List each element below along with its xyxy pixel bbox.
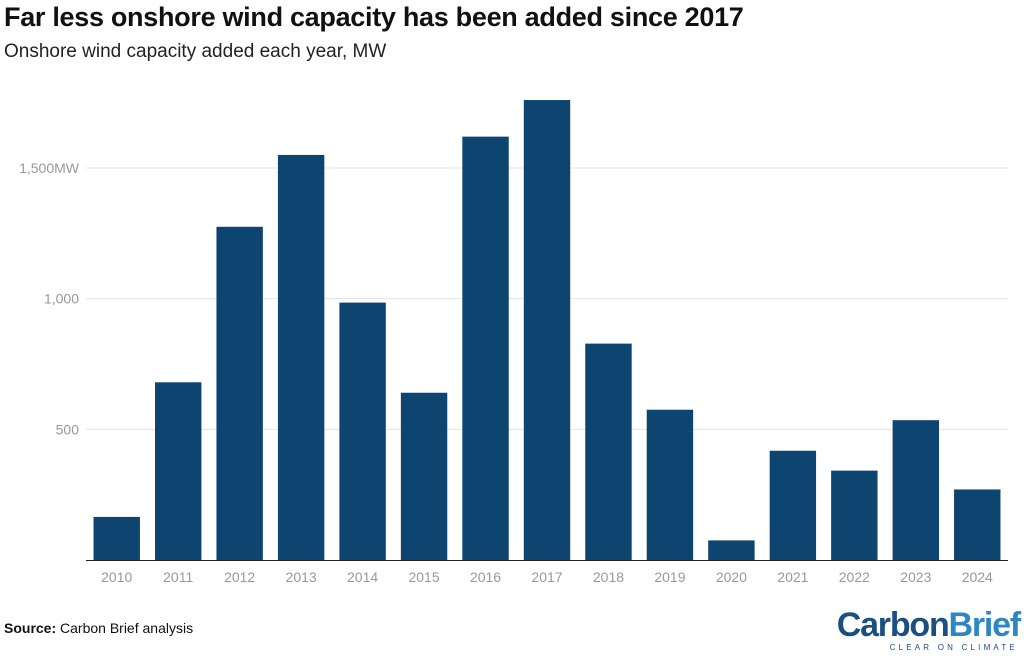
chart-title: Far less onshore wind capacity has been … <box>4 2 744 32</box>
source-note: Source: Carbon Brief analysis <box>4 620 193 636</box>
x-tick-label: 2014 <box>347 569 378 585</box>
bar-2015 <box>400 392 448 560</box>
bar-2021 <box>769 450 817 560</box>
y-tick-label: 1,000 <box>44 291 79 307</box>
x-tick-label: 2010 <box>101 569 132 585</box>
bar-2023 <box>892 420 940 560</box>
y-tick-label: 500 <box>56 421 80 437</box>
y-tick-label: 1,500MW <box>19 160 80 176</box>
bar-2019 <box>646 409 694 560</box>
x-tick-label: 2017 <box>531 569 562 585</box>
source-label: Source: <box>4 620 57 636</box>
logo-word-carbon: Carbon <box>836 606 950 644</box>
x-tick-label: 2015 <box>408 569 439 585</box>
x-tick-label: 2016 <box>470 569 501 585</box>
logo-word-brief: Brief <box>948 606 1022 644</box>
bar-2010 <box>93 516 140 560</box>
bar-2016 <box>462 136 509 560</box>
x-tick-label: 2023 <box>900 569 931 585</box>
carbon-brief-logo: CarbonBrief CLEAR ON CLIMATE <box>836 606 1022 652</box>
logo-tagline: CLEAR ON CLIMATE <box>889 643 1018 652</box>
logo-wordmark: CarbonBrief <box>836 606 1022 644</box>
x-tick-label: 2022 <box>839 569 870 585</box>
y-axis-ticks: 500 1,000 1,500MW <box>19 160 80 437</box>
bar-2024 <box>954 489 1001 560</box>
bar-2022 <box>831 470 878 560</box>
x-tick-label: 2013 <box>286 569 317 585</box>
x-tick-label: 2011 <box>163 569 193 585</box>
x-tick-label: 2021 <box>777 569 808 585</box>
bar-2020 <box>708 540 755 560</box>
x-axis-ticks: 2010 2011 2012 2013 2014 2015 2016 2017 2018 2019… <box>101 569 993 585</box>
x-tick-label: 2019 <box>654 569 685 585</box>
bars <box>93 100 1001 561</box>
x-tick-label: 2018 <box>593 569 624 585</box>
source-text: Carbon Brief analysis <box>56 620 194 636</box>
chart-subtitle: Onshore wind capacity added each year, M… <box>4 41 387 62</box>
bar-2012 <box>216 226 263 561</box>
bar-chart: 500 1,000 1,500MW 2010 2011 2012 2013 2014 2015… <box>19 100 1008 585</box>
x-tick-label: 2024 <box>962 569 993 585</box>
bar-2018 <box>585 343 632 560</box>
bar-2017 <box>523 100 571 561</box>
bar-2013 <box>277 154 325 560</box>
bar-2014 <box>339 302 386 560</box>
x-tick-label: 2020 <box>716 569 747 585</box>
x-tick-label: 2012 <box>224 569 255 585</box>
bar-2011 <box>155 382 202 560</box>
